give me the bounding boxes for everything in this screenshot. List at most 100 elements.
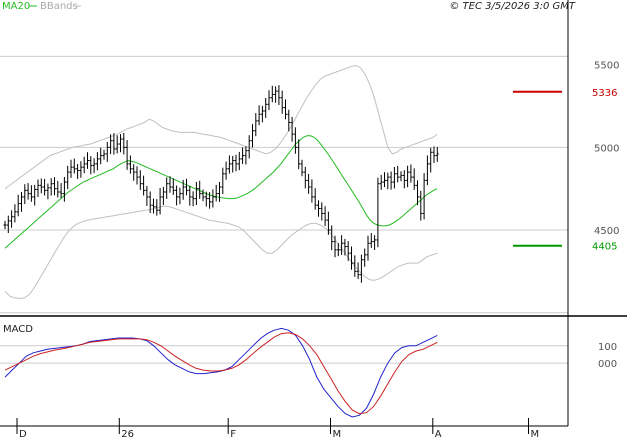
price-bar (356, 262, 360, 279)
price-bar (406, 165, 410, 188)
price-bar (392, 167, 396, 189)
price-bar (227, 155, 231, 174)
price-bars (3, 85, 439, 283)
price-bar (326, 211, 330, 235)
price-panel: 5336 4405 5500 5000 4500 (0, 55, 619, 314)
price-bar (270, 85, 274, 103)
price-bar (251, 124, 254, 148)
price-bar (198, 180, 202, 199)
price-bar (33, 184, 37, 206)
price-bar (13, 204, 17, 223)
price-bar (267, 90, 271, 111)
level-label: 5336 (592, 88, 617, 99)
price-bar (125, 140, 129, 170)
price-bar (86, 152, 89, 169)
price-bar (323, 206, 327, 227)
price-bar (191, 191, 195, 207)
price-bar (224, 161, 228, 180)
price-levels: 5336 4405 (513, 88, 617, 253)
price-bar (145, 186, 149, 206)
price-bar (260, 105, 264, 123)
x-tick-label: A (435, 429, 442, 440)
price-bar (102, 149, 106, 160)
price-bar (194, 181, 198, 206)
price-bar (280, 90, 284, 114)
macd-lines (4, 327, 438, 418)
price-bar (350, 246, 353, 270)
price-bar (3, 220, 7, 230)
price-bar (310, 179, 314, 203)
price-bar (277, 85, 281, 105)
price-bar (99, 147, 103, 165)
price-bar (26, 183, 30, 200)
price-bar (290, 116, 294, 142)
price-bar (204, 191, 208, 207)
price-bar (366, 235, 370, 261)
price-bar (320, 202, 324, 221)
price-bar (152, 198, 155, 214)
price-bar (6, 215, 10, 233)
price-bar (221, 167, 225, 195)
price-bar (244, 146, 248, 165)
price-bar (297, 139, 301, 170)
x-tick-label: F (230, 429, 236, 440)
price-bar (168, 176, 172, 193)
price-bar (171, 178, 175, 195)
price-bar (16, 194, 20, 217)
price-bar (10, 210, 14, 228)
price-bar (247, 135, 251, 159)
price-bar (155, 199, 159, 216)
price-bar (376, 177, 380, 248)
bbands-lower-line (4, 205, 438, 300)
price-bar (363, 248, 367, 267)
chart-info: © TEC 3/5/2026 3:0 GMT (449, 1, 576, 12)
price-bar (72, 158, 76, 174)
macd-y-tick-label: 100 (598, 342, 617, 353)
price-bar (208, 192, 212, 209)
price-bar (53, 177, 56, 196)
macd-y-tick-label: 000 (598, 359, 617, 370)
price-bar (122, 132, 126, 155)
price-bar (274, 86, 278, 103)
price-bar (138, 170, 142, 190)
price-bar (128, 155, 132, 174)
price-bar (82, 156, 86, 174)
price-bar (422, 173, 426, 220)
price-bar (353, 255, 357, 277)
price-bar (20, 191, 23, 212)
ma20-path (4, 135, 438, 249)
price-bar (402, 170, 406, 189)
price-bar (62, 176, 66, 202)
price-bar (237, 151, 241, 171)
price-bar (95, 152, 99, 171)
price-bar (379, 174, 383, 190)
price-y-tick-label: 4500 (594, 226, 619, 237)
price-y-tick-label: 5500 (594, 61, 619, 72)
price-bar (135, 166, 139, 185)
x-tick-label: M (333, 429, 342, 440)
price-bar (66, 165, 70, 190)
price-bar (429, 147, 433, 173)
price-bar (264, 98, 268, 118)
price-bar (165, 177, 169, 199)
price-bar (359, 254, 363, 283)
bbands-upper-line (4, 64, 438, 190)
price-bar (409, 164, 413, 183)
price-bar (419, 190, 423, 221)
price-bar (119, 134, 122, 153)
macd-y-ticks: 100 000 (598, 342, 617, 370)
price-bar (105, 142, 109, 162)
price-bar (211, 189, 215, 208)
price-y-ticks: 5500 5000 4500 (594, 61, 619, 237)
price-bar (175, 185, 179, 206)
price-bar (300, 159, 304, 177)
price-bar (69, 159, 73, 178)
price-bar (142, 175, 146, 196)
price-bar (46, 183, 50, 200)
bbands-legend-label: BBands (40, 1, 78, 12)
price-bar (161, 186, 165, 206)
price-bar (201, 189, 205, 202)
price-bar (284, 99, 287, 120)
macd-series-line (4, 327, 438, 418)
price-bar (23, 184, 27, 205)
